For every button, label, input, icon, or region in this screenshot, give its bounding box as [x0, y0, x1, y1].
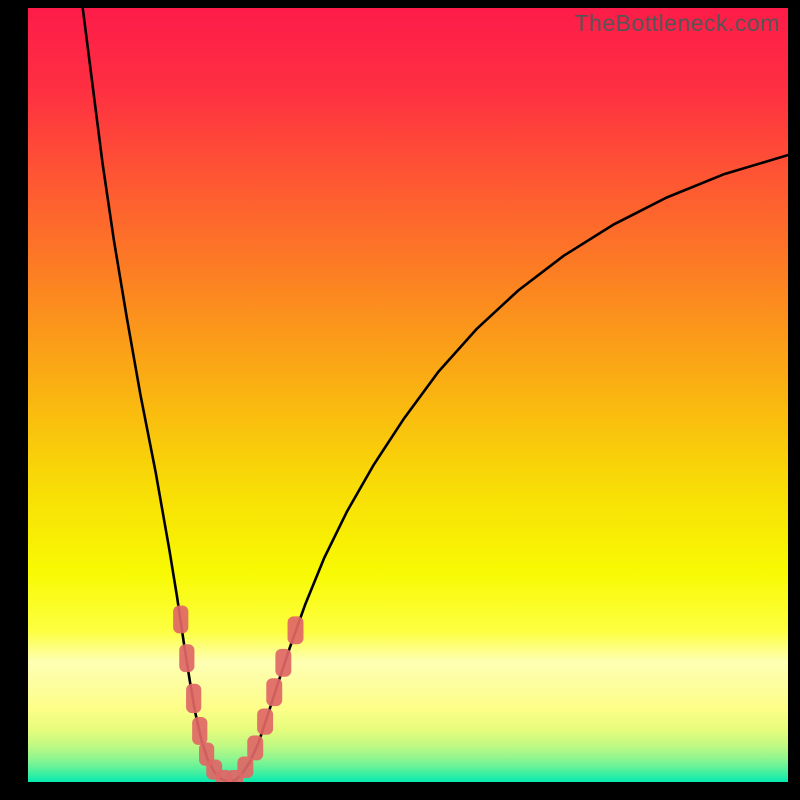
data-marker [173, 606, 188, 634]
watermark-text: TheBottleneck.com [575, 10, 780, 37]
data-marker [186, 684, 201, 713]
data-marker [257, 708, 273, 734]
data-marker [266, 678, 282, 706]
chart-svg [28, 8, 788, 782]
plot-area: TheBottleneck.com [28, 8, 788, 782]
data-marker [247, 736, 263, 761]
data-marker [275, 649, 291, 677]
data-marker [179, 644, 194, 672]
data-marker [192, 717, 207, 745]
data-marker [288, 616, 304, 644]
